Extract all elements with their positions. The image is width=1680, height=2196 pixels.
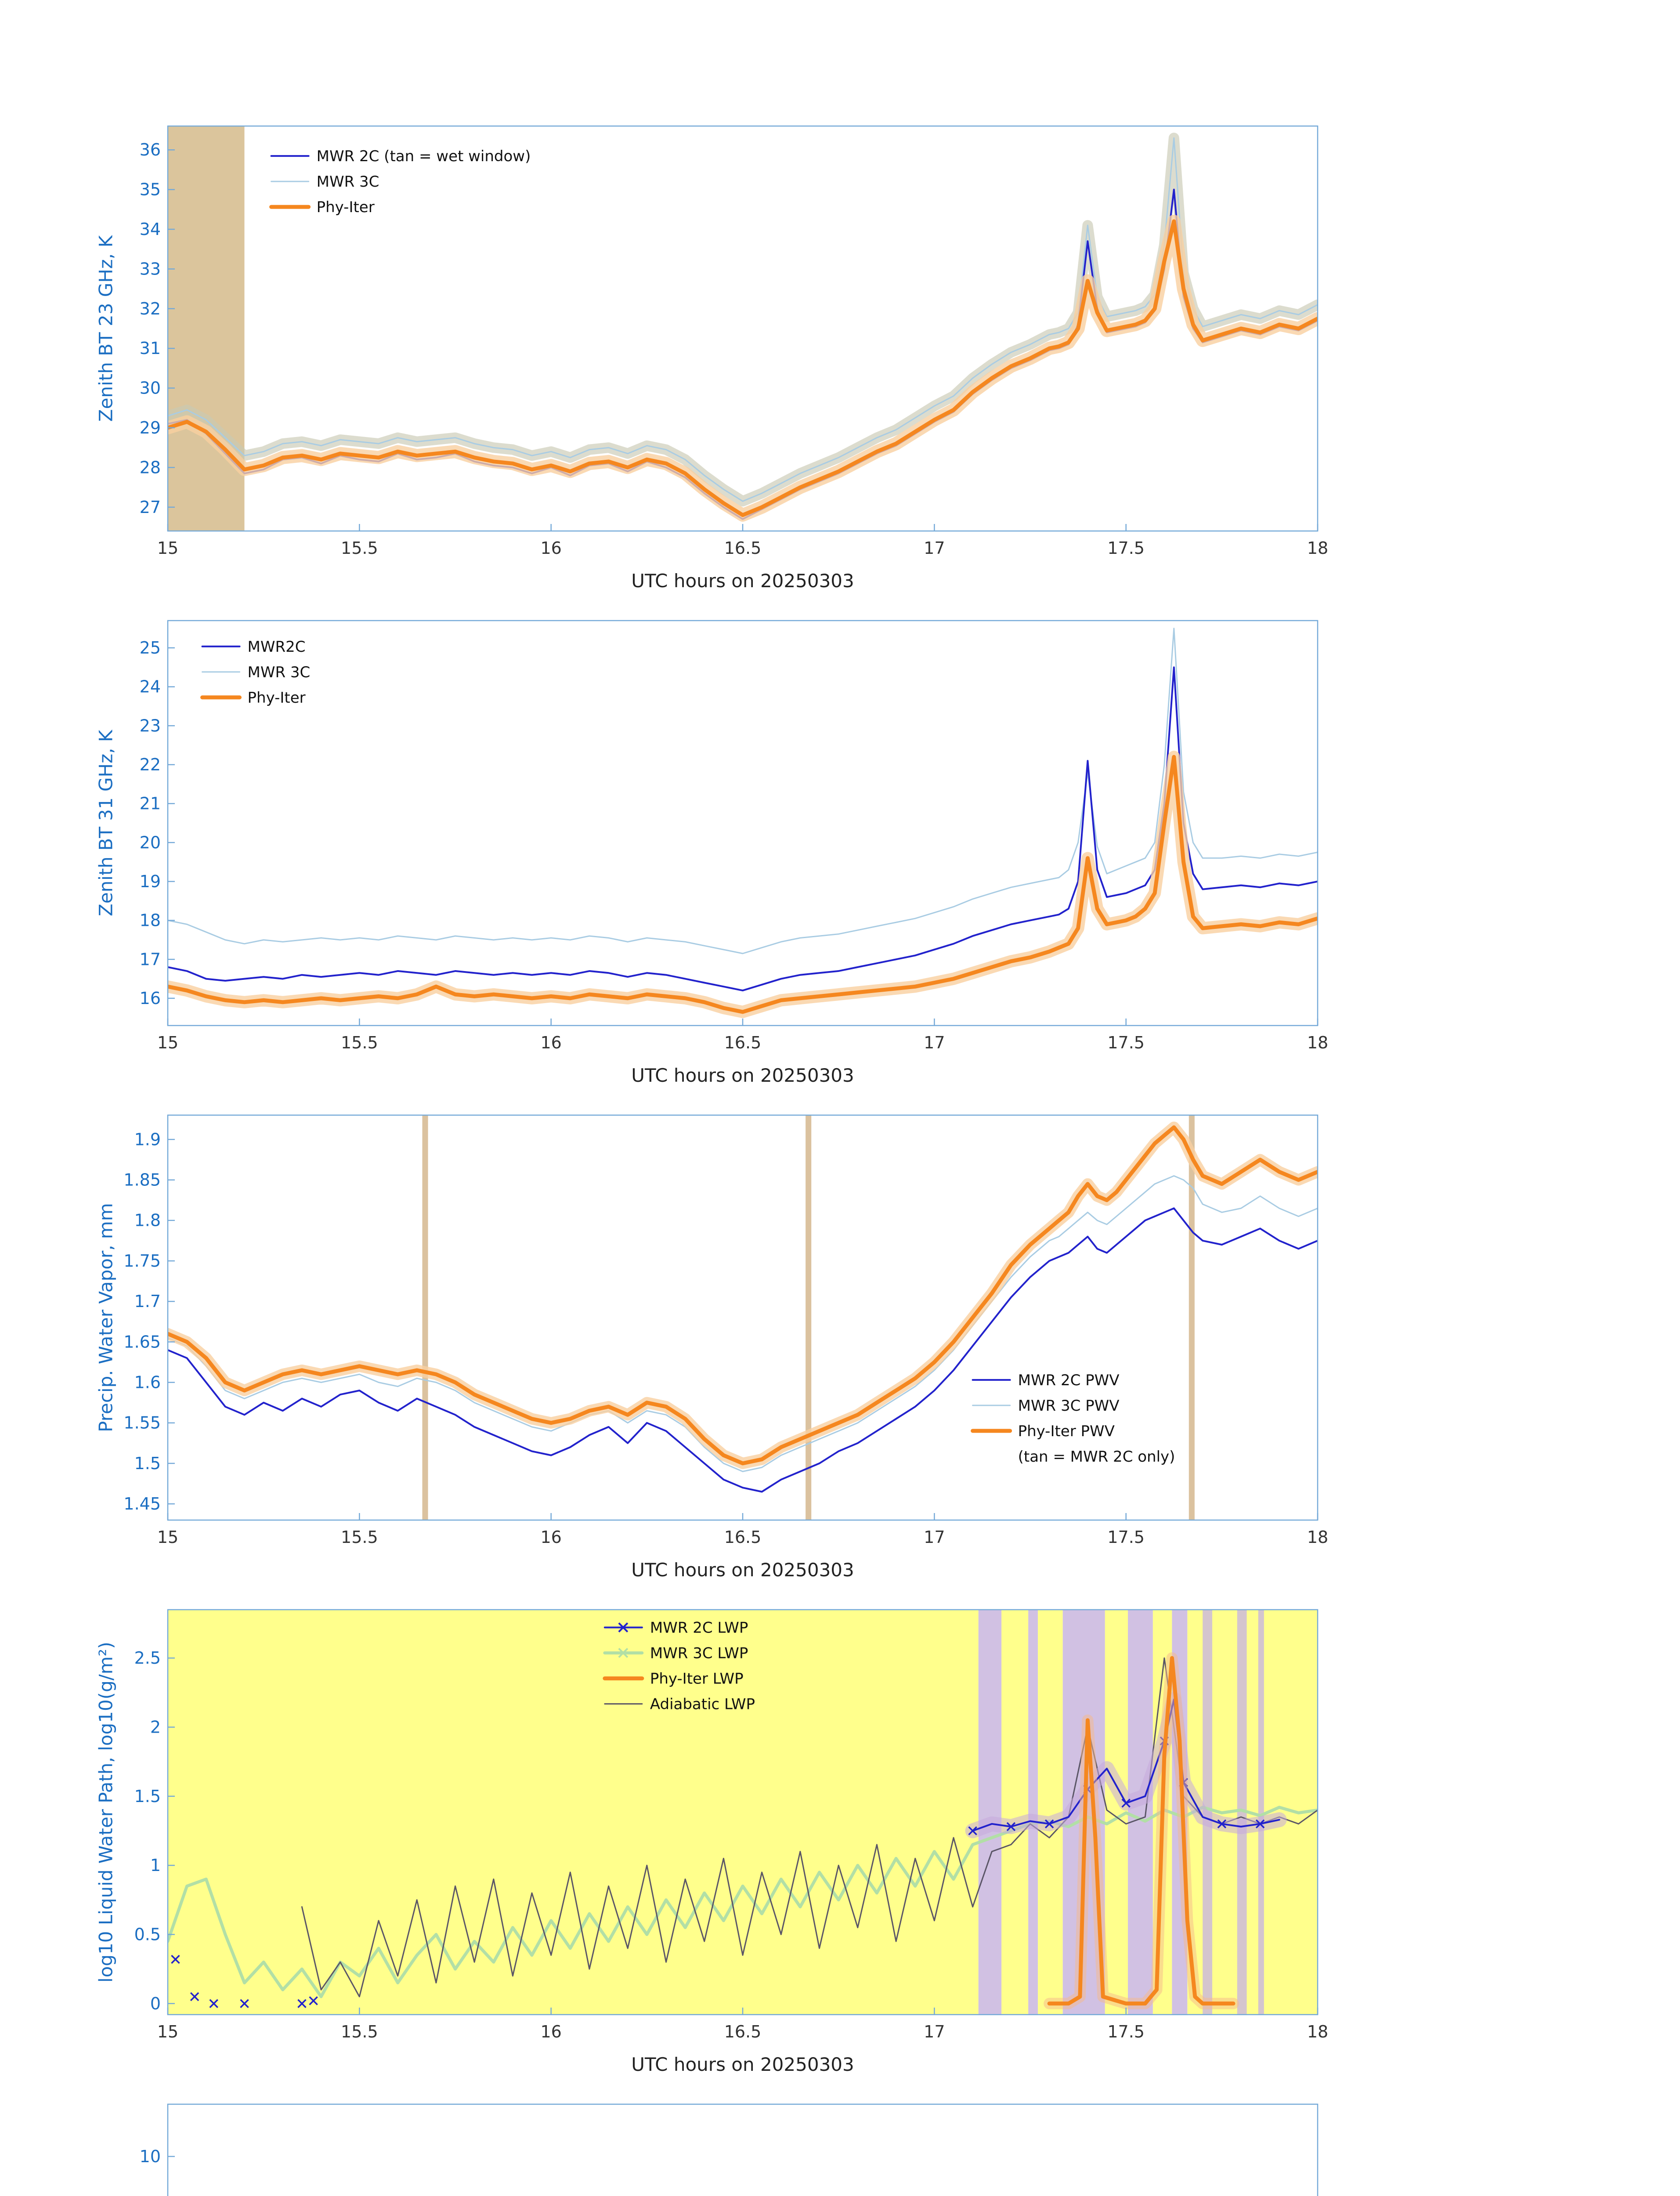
- svg-text:17: 17: [924, 538, 945, 558]
- svg-text:16.5: 16.5: [724, 1033, 762, 1052]
- lwp-plot: 15 15.5 16 16.5 17 17.5 18 0 0.5 1 1.5 2 2.5 MWR 2C L…: [134, 1609, 1328, 2041]
- svg-text:21: 21: [140, 794, 161, 813]
- svg-text:0.5: 0.5: [134, 1925, 161, 1944]
- pwv-plot: 15 15.5 16 16.5 17 17.5 18 1.45 1.5 1.55 1.6 1.65 1.…: [123, 1114, 1328, 1547]
- svg-text:18: 18: [140, 911, 161, 930]
- svg-text:25: 25: [140, 638, 161, 657]
- svg-text:15.5: 15.5: [341, 538, 378, 558]
- svg-text:15.5: 15.5: [341, 2022, 378, 2041]
- svg-text:17: 17: [924, 2022, 945, 2041]
- svg-text:16.5: 16.5: [724, 1528, 762, 1547]
- svg-text:Phy-Iter: Phy-Iter: [317, 199, 375, 216]
- svg-text:MWR 2C PWV: MWR 2C PWV: [1018, 1372, 1120, 1389]
- svg-text:19: 19: [140, 872, 161, 891]
- svg-text:17.5: 17.5: [1107, 538, 1145, 558]
- svg-text:17.5: 17.5: [1107, 1528, 1145, 1547]
- bt31-plot: 15 15.5 16 16.5 17 17.5 18 16 17 18 19 20 21 22 23 24 25…: [140, 620, 1328, 1052]
- svg-text:10: 10: [140, 2147, 161, 2166]
- svg-text:1.45: 1.45: [123, 1494, 161, 1513]
- svg-text:2.5: 2.5: [134, 1648, 161, 1668]
- svg-text:32: 32: [140, 299, 161, 318]
- bt23-plot: 15 15.5 16 16.5 17 17.5 18 27 28 29 30 31 32 33 34 35 36…: [140, 125, 1328, 558]
- svg-text:15.5: 15.5: [341, 1528, 378, 1547]
- svg-text:18: 18: [1307, 538, 1328, 558]
- svg-text:1.6: 1.6: [134, 1373, 161, 1392]
- pwv-ylabel: Precip. Water Vapor, mm: [95, 1203, 117, 1432]
- svg-text:17: 17: [140, 950, 161, 969]
- svg-text:MWR 2C (tan = wet window): MWR 2C (tan = wet window): [317, 148, 531, 165]
- svg-text:1.85: 1.85: [123, 1170, 161, 1190]
- svg-text:18: 18: [1307, 1528, 1328, 1547]
- svg-text:16.5: 16.5: [724, 2022, 762, 2041]
- svg-text:30: 30: [140, 379, 161, 398]
- svg-text:1.75: 1.75: [123, 1251, 161, 1271]
- pwv-xlabel: UTC hours on 20250303: [631, 1559, 854, 1581]
- svg-text:MWR2C: MWR2C: [248, 638, 306, 656]
- bt23-ylabel: Zenith BT 23 GHz, K: [95, 235, 117, 422]
- svg-text:MWR 3C LWP: MWR 3C LWP: [650, 1644, 748, 1662]
- svg-text:MWR 3C: MWR 3C: [317, 173, 379, 191]
- svg-text:20: 20: [140, 833, 161, 852]
- svg-text:15: 15: [157, 2022, 178, 2041]
- svg-text:31: 31: [140, 339, 161, 358]
- svg-text:Phy-Iter LWP: Phy-Iter LWP: [650, 1670, 744, 1687]
- svg-text:17: 17: [924, 1528, 945, 1547]
- svg-text:0: 0: [150, 1994, 161, 2013]
- svg-text:Phy-Iter: Phy-Iter: [248, 689, 306, 707]
- svg-text:16: 16: [540, 538, 561, 558]
- svg-text:35: 35: [140, 180, 161, 199]
- lwp-ylabel: log10 Liquid Water Path, log10(g/m²): [95, 1641, 117, 1983]
- svg-text:18: 18: [1307, 2022, 1328, 2041]
- svg-text:36: 36: [140, 140, 161, 159]
- svg-text:Phy-Iter PWV: Phy-Iter PWV: [1018, 1423, 1115, 1440]
- svg-text:MWR 3C: MWR 3C: [248, 664, 311, 681]
- svg-text:17.5: 17.5: [1107, 2022, 1145, 2041]
- svg-text:15: 15: [157, 1528, 178, 1547]
- svg-text:34: 34: [140, 220, 161, 239]
- svg-text:1.7: 1.7: [134, 1292, 161, 1311]
- svg-text:23: 23: [140, 716, 161, 735]
- svg-text:16: 16: [540, 2022, 561, 2041]
- svg-text:1.5: 1.5: [134, 1454, 161, 1473]
- svg-text:2: 2: [150, 1717, 161, 1737]
- svg-text:27: 27: [140, 498, 161, 517]
- panel-pwv: 15 15.5 16 16.5 17 17.5 18 1.45 1.5 1.55 1.6 1.65 1.…: [0, 1104, 1680, 1599]
- svg-text:15: 15: [157, 1033, 178, 1052]
- svg-text:1.8: 1.8: [134, 1211, 161, 1230]
- panel-lwp: 15 15.5 16 16.5 17 17.5 18 0 0.5 1 1.5 2 2.5 MWR 2C L…: [0, 1599, 1680, 2093]
- svg-text:1.5: 1.5: [134, 1787, 161, 1806]
- bt31-ylabel: Zenith BT 31 GHz, K: [95, 730, 117, 917]
- svg-text:MWR 3C PWV: MWR 3C PWV: [1018, 1397, 1120, 1415]
- svg-text:16: 16: [140, 989, 161, 1008]
- svg-text:Adiabatic LWP: Adiabatic LWP: [650, 1695, 755, 1713]
- svg-text:16.5: 16.5: [724, 538, 762, 558]
- svg-text:1: 1: [150, 1856, 161, 1875]
- bt31-xlabel: UTC hours on 20250303: [631, 1065, 854, 1086]
- svg-text:16: 16: [540, 1033, 561, 1052]
- svg-text:16: 16: [540, 1528, 561, 1547]
- svg-text:17.5: 17.5: [1107, 1033, 1145, 1052]
- panel-bt31: 15 15.5 16 16.5 17 17.5 18 16 17 18 19 20 21 22 23 24 25…: [0, 610, 1680, 1104]
- svg-text:22: 22: [140, 755, 161, 774]
- svg-text:1.65: 1.65: [123, 1332, 161, 1351]
- svg-text:(tan = MWR 2C only): (tan = MWR 2C only): [1018, 1448, 1175, 1466]
- svg-text:MWR 2C LWP: MWR 2C LWP: [650, 1619, 748, 1636]
- svg-text:18: 18: [1307, 1033, 1328, 1052]
- svg-text:15.5: 15.5: [341, 1033, 378, 1052]
- svg-text:17: 17: [924, 1033, 945, 1052]
- svg-text:33: 33: [140, 259, 161, 278]
- svg-text:28: 28: [140, 458, 161, 477]
- svg-text:1.9: 1.9: [134, 1130, 161, 1149]
- svg-text:24: 24: [140, 677, 161, 697]
- svg-text:29: 29: [140, 418, 161, 437]
- svg-text:15: 15: [157, 538, 178, 558]
- bt23-xlabel: UTC hours on 20250303: [631, 570, 854, 592]
- svg-text:1.55: 1.55: [123, 1413, 161, 1433]
- panel-bt23: 15 15.5 16 16.5 17 17.5 18 27 28 29 30 31 32 33 34 35 36…: [0, 115, 1680, 610]
- lwp-xlabel: UTC hours on 20250303: [631, 2054, 854, 2075]
